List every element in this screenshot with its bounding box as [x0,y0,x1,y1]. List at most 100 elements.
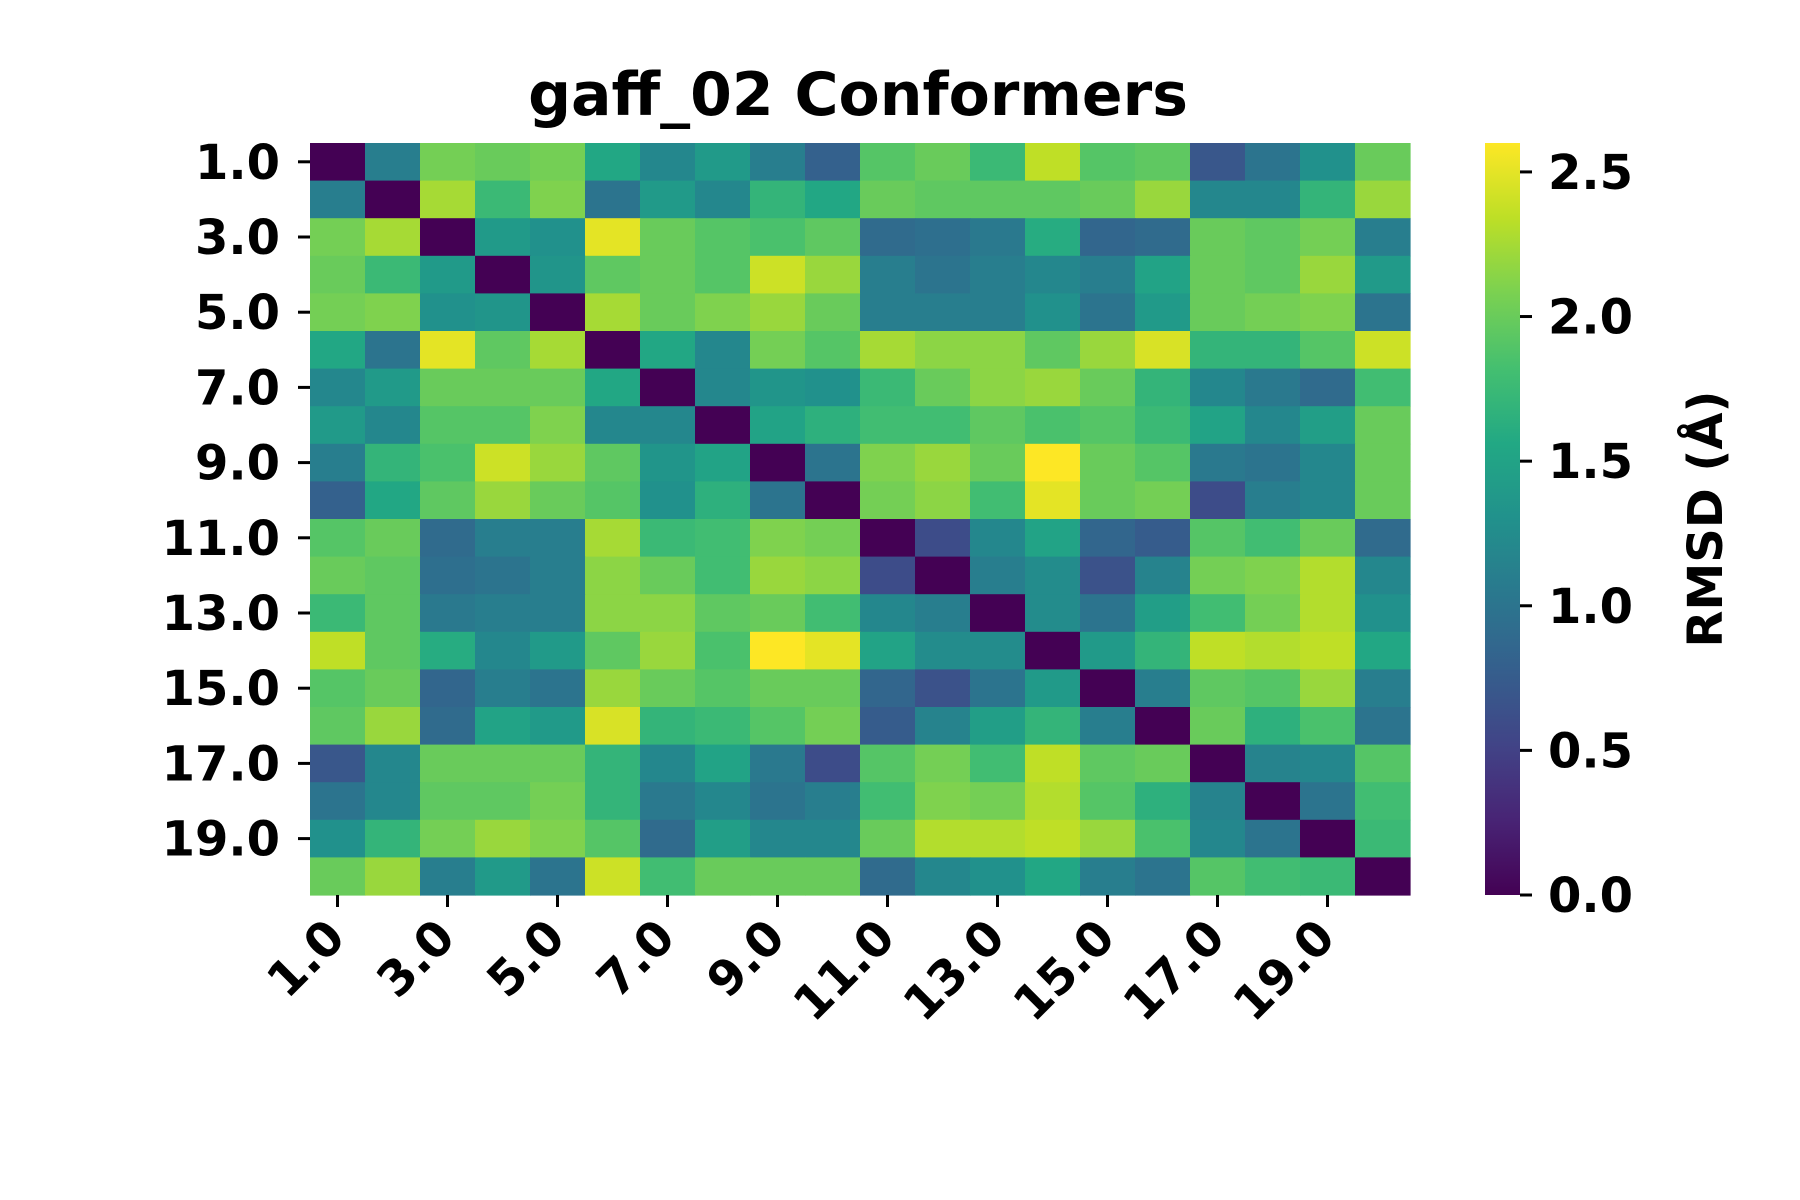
heatmap-cell [475,255,531,294]
heatmap-cell [1025,331,1081,370]
heatmap-cell [310,331,366,370]
heatmap-cell [970,218,1026,257]
heatmap-cell [750,255,806,294]
heatmap-cell [365,819,421,858]
colorbar-tick-label: 2.5 [1548,145,1633,201]
heatmap-cell [1025,744,1081,783]
heatmap-cell [1300,406,1356,445]
heatmap-cell [860,519,916,558]
heatmap-cell [1080,255,1136,294]
heatmap-cell [750,218,806,257]
heatmap-cell [1300,293,1356,332]
heatmap-cell [475,819,531,858]
heatmap-cell [640,594,696,633]
heatmap-cell [970,819,1026,858]
heatmap-cell [1245,481,1301,520]
x-tick-label: 19.0 [1223,909,1346,1032]
heatmap-cell [420,293,476,332]
heatmap-cell [475,519,531,558]
heatmap-cell [860,218,916,257]
heatmap-cell [420,594,476,633]
heatmap-cell [1025,180,1081,219]
heatmap-cell [915,368,971,407]
heatmap-cell [1245,594,1301,633]
heatmap-cell [915,556,971,595]
heatmap-cell [1135,744,1191,783]
heatmap-cell [365,594,421,633]
heatmap-cell [1245,443,1301,482]
heatmap-cell [1245,744,1301,783]
heatmap-cell [640,631,696,670]
heatmap-cell [530,556,586,595]
heatmap-cell [1190,180,1246,219]
heatmap-cell [805,293,861,332]
heatmap-cell [420,331,476,370]
heatmap-cell [530,331,586,370]
heatmap-cell [640,443,696,482]
heatmap-cell [1025,782,1081,821]
heatmap-cell [585,331,641,370]
heatmap-cell [475,293,531,332]
heatmap-cell [915,857,971,896]
heatmap-cell [1355,669,1411,708]
heatmap-cell [860,368,916,407]
heatmap-cell [365,556,421,595]
heatmap-cell [1135,143,1191,182]
heatmap-cell [475,857,531,896]
heatmap-cell [475,406,531,445]
heatmap-cell [1300,631,1356,670]
heatmap-cell [695,293,751,332]
heatmap-cell [585,443,641,482]
heatmap-cell [915,631,971,670]
heatmap-cell [365,218,421,257]
heatmap-cell [1025,594,1081,633]
heatmap-cell [1135,782,1191,821]
heatmap-cell [585,782,641,821]
heatmap-cell [310,782,366,821]
heatmap-cell [1355,744,1411,783]
heatmap-cell [1135,331,1191,370]
heatmap-cell [310,293,366,332]
heatmap-cell [420,519,476,558]
colorbar-tick-label: 1.0 [1548,579,1633,635]
heatmap-cell [695,368,751,407]
heatmap-cell [1025,406,1081,445]
heatmap-cell [1135,594,1191,633]
heatmap-cell [1135,669,1191,708]
heatmap-cell [1135,519,1191,558]
heatmap-cell [310,519,366,558]
heatmap-cell [1190,707,1246,746]
heatmap-cell [585,218,641,257]
heatmap-cell [1245,782,1301,821]
heatmap-cell [1135,255,1191,294]
heatmap-cell [365,707,421,746]
heatmap-cell [585,556,641,595]
heatmap-cell [1080,368,1136,407]
heatmap-cell [915,819,971,858]
heatmap-cell [970,857,1026,896]
heatmap-cell [1300,143,1356,182]
heatmap-cell [1300,819,1356,858]
heatmap-cell [695,519,751,558]
heatmap-cell [695,782,751,821]
heatmap-cell [805,406,861,445]
heatmap-cell [365,255,421,294]
heatmap-cell [1355,293,1411,332]
heatmap-cell [1080,744,1136,783]
heatmap-cell [1300,368,1356,407]
heatmap-cell [1300,594,1356,633]
heatmap-cell [1245,707,1301,746]
heatmap-cell [310,594,366,633]
heatmap-cell [640,218,696,257]
heatmap-cell [475,218,531,257]
heatmap-cell [1355,255,1411,294]
heatmap-cell [860,594,916,633]
heatmap-cell [530,180,586,219]
heatmap-cell [310,819,366,858]
heatmap-cell [585,669,641,708]
heatmap-cell [695,180,751,219]
heatmap-cell [750,782,806,821]
heatmap-cell [805,143,861,182]
heatmap-cell [750,293,806,332]
